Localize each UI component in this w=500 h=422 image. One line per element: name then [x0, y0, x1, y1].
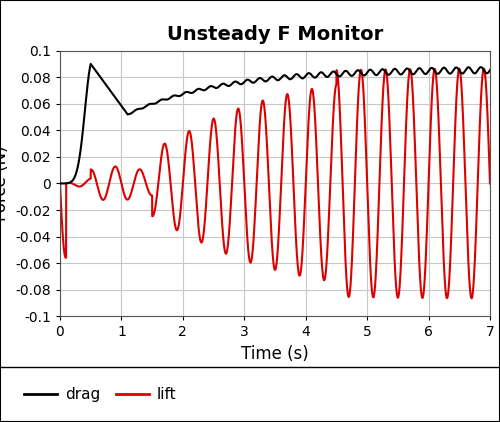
Legend: drag, lift: drag, lift: [18, 381, 182, 408]
Title: Unsteady F Monitor: Unsteady F Monitor: [167, 24, 383, 43]
X-axis label: Time (s): Time (s): [241, 345, 309, 363]
Y-axis label: Force (N): Force (N): [0, 146, 10, 221]
